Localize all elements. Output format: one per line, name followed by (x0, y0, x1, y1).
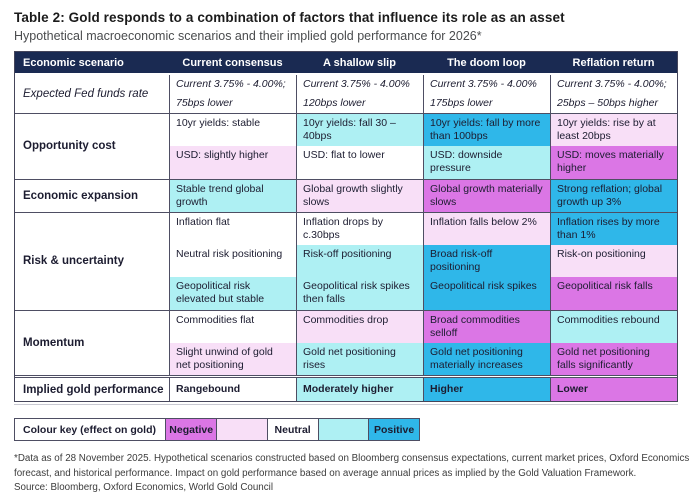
table-cell: Geopolitical risk spikes then falls (296, 277, 423, 310)
table-cell: Higher (423, 378, 550, 401)
row-label-implied-gold-performance: Implied gold performance (23, 383, 164, 396)
table-cell: Gold net positioning rises (296, 342, 423, 375)
table-cell: Current 3.75% - 4.00%; 75bps lower (169, 75, 296, 113)
table-cell: Moderately higher (296, 378, 423, 401)
group-implied-gold-performance: Implied gold performance Rangebound Mode… (15, 378, 677, 401)
row-label-economic-expansion: Economic expansion (23, 189, 139, 202)
fed-rate-line1: Current 3.75% - 4.00% (303, 78, 410, 91)
table-cell: Geopolitical risk elevated but stable (169, 277, 296, 310)
table-cell: Inflation flat (169, 212, 296, 245)
table-cell: USD: downside pressure (423, 146, 550, 179)
table-cell: 10yr yields: fall 30 – 40bps (296, 114, 423, 147)
table-cell: Inflation falls below 2% (423, 212, 550, 245)
legend-swatch-mild-positive (317, 419, 369, 440)
legend-swatch-negative: Negative (165, 419, 217, 440)
legend-label: Colour key (effect on gold) (23, 424, 157, 436)
double-separator (15, 375, 677, 378)
fed-rate-line1: Current 3.75% - 4.00%; (176, 78, 286, 91)
table-cell: Lower (550, 378, 677, 401)
table-cell: USD: slightly higher (169, 146, 296, 179)
table-bottom-rule (14, 404, 678, 405)
header-current-consensus: Current consensus (182, 57, 283, 69)
group-opportunity-cost: Opportunity cost 10yr yields: stable 10y… (15, 113, 677, 179)
table-cell: Commodities rebound (550, 310, 677, 343)
row-label-fed-funds: Expected Fed funds rate (23, 88, 149, 100)
row-label-risk-uncertainty: Risk & uncertainty (23, 255, 124, 268)
legend-swatch-mild-negative (216, 419, 267, 440)
fed-rate-line2: 75bps lower (176, 96, 233, 109)
table-cell: Gold net positioning materially increase… (423, 342, 550, 375)
table-cell: Broad risk-off positioning (423, 245, 550, 278)
table-cell: Slight unwind of gold net positioning (169, 342, 296, 375)
table-cell: Inflation rises by more than 1% (550, 212, 677, 245)
group-risk-uncertainty: Risk & uncertainty Inflation flat Inflat… (15, 211, 677, 310)
table-cell: 10yr yields: stable (169, 114, 296, 147)
table-cell: 10yr yields: rise by at least 20bps (550, 114, 677, 147)
table-cell: Rangebound (169, 378, 296, 401)
table-cell: Risk-off positioning (296, 245, 423, 278)
table-cell: Inflation drops by c.30bps (296, 212, 423, 245)
table-cell: Current 3.75% - 4.00%; 25bps – 50bps hig… (550, 75, 677, 113)
table-header-row: Economic scenario Current consensus A sh… (15, 52, 677, 75)
group-economic-expansion: Economic expansion Stable trend global g… (15, 178, 677, 212)
table-cell: Gold net positioning falls significantly (550, 342, 677, 375)
table-subtitle: Hypothetical macroeconomic scenarios and… (14, 29, 482, 43)
table-cell: Risk-on positioning (550, 245, 677, 278)
header-a-shallow-slip: A shallow slip (323, 57, 396, 69)
fed-rate-line2: 175bps lower (430, 96, 493, 109)
table-cell: Neutral risk positioning (169, 245, 296, 278)
table-cell: 10yr yields: fall by more than 100bps (423, 114, 550, 147)
table-cell: Geopolitical risk spikes (423, 277, 550, 310)
fed-rate-line2: 120bps lower (303, 96, 366, 109)
footnote-data-note: *Data as of 28 November 2025. Hypothetic… (14, 453, 690, 479)
header-the-doom-loop: The doom loop (447, 57, 526, 69)
legend-swatch-neutral: Neutral (266, 419, 318, 440)
table-cell: Current 3.75% - 4.00% 120bps lower (296, 75, 423, 113)
table-cell: Current 3.75% - 4.00% 175bps lower (423, 75, 550, 113)
fed-rate-line2: 25bps – 50bps higher (557, 96, 658, 109)
table-cell: Commodities drop (296, 310, 423, 343)
header-economic-scenario: Economic scenario (23, 57, 124, 69)
table-cell: Strong reflation; global growth up 3% (550, 179, 677, 212)
fed-rate-line1: Current 3.75% - 4.00%; (557, 78, 667, 91)
table-cell: Global growth slightly slows (296, 179, 423, 212)
table-cell: Global growth materially slows (423, 179, 550, 212)
footnotes: *Data as of 28 November 2025. Hypothetic… (14, 452, 690, 496)
table-cell: USD: flat to lower (296, 146, 423, 179)
legend-swatch-positive: Positive (368, 419, 419, 440)
footnote-source: Source: Bloomberg, Oxford Economics, Wor… (14, 482, 274, 494)
group-fed-funds-rate: Expected Fed funds rate Current 3.75% - … (15, 75, 677, 113)
fed-rate-line1: Current 3.75% - 4.00% (430, 78, 537, 91)
header-reflation-return: Reflation return (572, 57, 655, 69)
table-cell: USD: moves materially higher (550, 146, 677, 179)
table-title: Table 2: Gold responds to a combination … (14, 10, 565, 25)
scenario-table: Economic scenario Current consensus A sh… (14, 51, 678, 402)
table-cell: Broad commodities selloff (423, 310, 550, 343)
row-label-opportunity-cost: Opportunity cost (23, 140, 116, 153)
table-cell: Geopolitical risk falls (550, 277, 677, 310)
table-cell: Stable trend global growth (169, 179, 296, 212)
group-momentum: Momentum Commodities flat Commodities dr… (15, 309, 677, 375)
row-label-momentum: Momentum (23, 336, 85, 349)
table-cell: Commodities flat (169, 310, 296, 343)
colour-key-legend: Colour key (effect on gold) Negative Neu… (14, 418, 420, 441)
